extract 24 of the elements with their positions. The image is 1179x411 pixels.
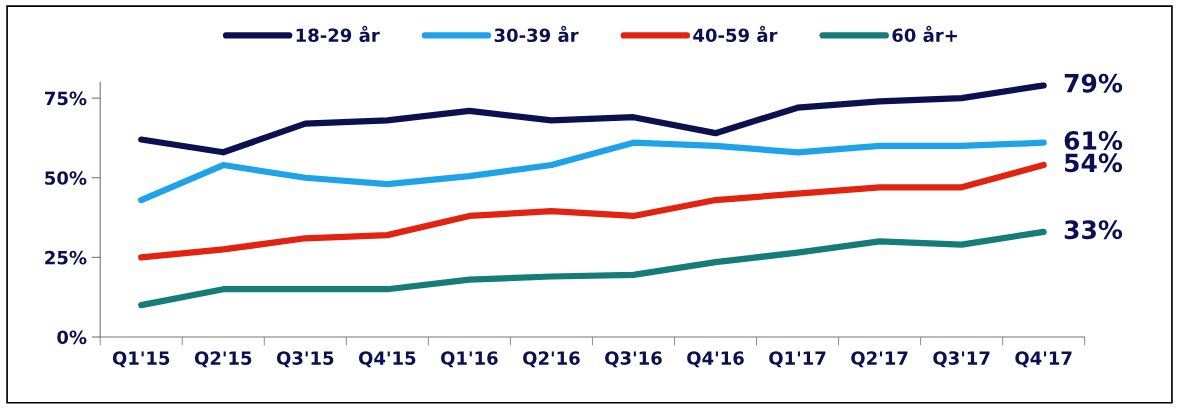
annotation: 33% [1064, 220, 1123, 240]
y-tick-label: 0% [57, 330, 87, 345]
x-tick-label: Q2'17 [851, 351, 908, 368]
annotation: 79% [1064, 73, 1123, 93]
legend-label: 40-59 år [693, 25, 778, 43]
x-tick-label: Q2'16 [523, 351, 580, 368]
x-tick-label: Q4'16 [687, 351, 744, 368]
x-tick-label: Q1'16 [441, 351, 498, 368]
x-tick-label: Q4'17 [1015, 351, 1072, 368]
y-tick-label: 25% [45, 250, 87, 265]
legend-label: 30-39 år [494, 25, 579, 43]
y-tick-label: 50% [45, 171, 87, 185]
y-tick-label: 75% [45, 91, 87, 106]
x-tick-label: Q3'16 [605, 351, 662, 368]
x-tick-label: Q3'15 [276, 351, 334, 368]
annotation: 61% [1064, 131, 1123, 150]
x-tick-label: Q3'17 [933, 351, 990, 368]
legend-label: 18-29 år [296, 25, 380, 43]
legend-label: 60 år+ [892, 25, 957, 43]
x-tick-label: Q1'15 [112, 351, 170, 368]
annotation: 54% [1065, 153, 1123, 173]
x-tick-label: Q2'15 [194, 351, 252, 368]
x-tick-label: Q4'15 [358, 351, 416, 368]
x-tick-label: Q1'17 [769, 351, 826, 368]
